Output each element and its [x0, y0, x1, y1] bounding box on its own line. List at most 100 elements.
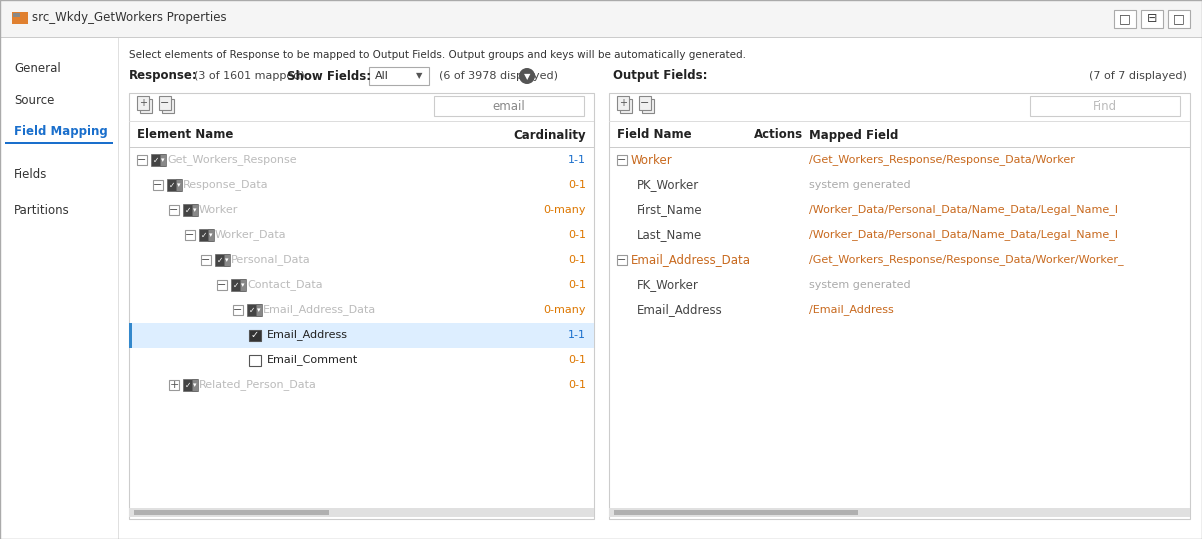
- Bar: [192, 204, 198, 216]
- Text: Field Mapping: Field Mapping: [14, 126, 108, 139]
- Bar: [151, 154, 165, 166]
- Bar: [620, 99, 632, 113]
- Text: /Worker_Data/Personal_Data/Name_Data/Legal_Name_l: /Worker_Data/Personal_Data/Name_Data/Leg…: [809, 230, 1118, 240]
- Bar: [0, 0, 1202, 38]
- Text: −: −: [233, 305, 243, 315]
- Text: 0-1: 0-1: [569, 355, 587, 365]
- Text: /Email_Address: /Email_Address: [809, 305, 894, 315]
- Text: ▾: ▾: [225, 257, 228, 263]
- Bar: [614, 510, 858, 515]
- Bar: [233, 305, 243, 315]
- Text: ▾: ▾: [194, 207, 197, 213]
- Bar: [129, 323, 132, 348]
- Bar: [0, 38, 118, 539]
- Bar: [639, 96, 651, 110]
- Text: +: +: [139, 98, 147, 108]
- Bar: [1168, 10, 1190, 28]
- Text: General: General: [14, 61, 61, 74]
- Bar: [175, 179, 182, 191]
- Text: −: −: [618, 155, 626, 165]
- Text: Response_Data: Response_Data: [183, 179, 268, 190]
- Text: Find: Find: [1093, 100, 1117, 114]
- Text: □: □: [1119, 12, 1131, 25]
- Text: 0-many: 0-many: [543, 205, 587, 215]
- Bar: [129, 93, 594, 519]
- Text: 0-many: 0-many: [543, 305, 587, 315]
- Bar: [609, 147, 1190, 148]
- Text: src_Wkdy_GetWorkers Properties: src_Wkdy_GetWorkers Properties: [32, 11, 227, 24]
- Bar: [169, 380, 179, 390]
- Bar: [609, 93, 1190, 519]
- Text: −: −: [641, 98, 650, 108]
- Text: Response:: Response:: [129, 70, 198, 82]
- Text: (6 of 3978 displayed): (6 of 3978 displayed): [439, 71, 558, 81]
- Bar: [129, 323, 594, 348]
- Text: Source: Source: [14, 93, 54, 107]
- Bar: [169, 205, 179, 215]
- Text: ▾: ▾: [242, 282, 245, 288]
- Text: Get_Workers_Response: Get_Workers_Response: [167, 155, 297, 165]
- Bar: [369, 67, 429, 85]
- Text: −: −: [618, 255, 626, 265]
- Text: 0-1: 0-1: [569, 180, 587, 190]
- Bar: [215, 254, 230, 266]
- Text: −: −: [218, 280, 227, 290]
- Bar: [153, 180, 163, 190]
- Text: Worker: Worker: [200, 205, 238, 215]
- Text: Personal_Data: Personal_Data: [231, 254, 311, 265]
- Text: Last_Name: Last_Name: [637, 229, 702, 241]
- Bar: [240, 279, 246, 291]
- Text: /Worker_Data/Personal_Data/Name_Data/Legal_Name_l: /Worker_Data/Personal_Data/Name_Data/Leg…: [809, 204, 1118, 216]
- Text: /Get_Workers_Response/Response_Data/Worker/Worker_: /Get_Workers_Response/Response_Data/Work…: [809, 254, 1124, 265]
- Text: Actions: Actions: [754, 128, 803, 142]
- Text: ✓: ✓: [249, 306, 255, 314]
- Bar: [13, 13, 20, 17]
- Text: ⊟: ⊟: [1147, 12, 1158, 25]
- Text: ▼: ▼: [416, 72, 422, 80]
- Bar: [617, 255, 627, 265]
- Bar: [137, 155, 147, 165]
- Text: Worker: Worker: [631, 154, 673, 167]
- Bar: [162, 99, 174, 113]
- Bar: [200, 229, 213, 241]
- Text: Element Name: Element Name: [137, 128, 233, 142]
- Bar: [1141, 10, 1164, 28]
- Bar: [231, 279, 245, 291]
- Text: Mapped Field: Mapped Field: [809, 128, 898, 142]
- Text: Related_Person_Data: Related_Person_Data: [200, 379, 317, 390]
- Text: Cardinality: Cardinality: [513, 128, 587, 142]
- Text: −: −: [185, 230, 195, 240]
- Text: ✓: ✓: [251, 330, 260, 340]
- Text: ▾: ▾: [177, 182, 180, 188]
- Text: Select elements of Response to be mapped to Output Fields. Output groups and key: Select elements of Response to be mapped…: [129, 50, 746, 60]
- Text: 1-1: 1-1: [569, 330, 587, 340]
- Text: email: email: [493, 100, 525, 114]
- Bar: [5, 142, 113, 144]
- Bar: [183, 379, 197, 391]
- Bar: [256, 304, 262, 316]
- Text: Email_Address: Email_Address: [637, 303, 722, 316]
- Bar: [129, 121, 594, 122]
- Text: (7 of 7 displayed): (7 of 7 displayed): [1089, 71, 1188, 81]
- Bar: [617, 96, 629, 110]
- Text: ▼: ▼: [524, 72, 530, 81]
- Bar: [617, 155, 627, 165]
- Text: 0-1: 0-1: [569, 255, 587, 265]
- Bar: [192, 379, 198, 391]
- Bar: [434, 96, 584, 116]
- Bar: [246, 304, 261, 316]
- Text: ▾: ▾: [209, 232, 213, 238]
- Text: −: −: [137, 155, 147, 165]
- Text: (3 of 1601 mapped): (3 of 1601 mapped): [194, 71, 305, 81]
- Text: Email_Comment: Email_Comment: [267, 355, 358, 365]
- Bar: [12, 12, 28, 24]
- Text: Field Name: Field Name: [617, 128, 691, 142]
- Text: ✓: ✓: [185, 381, 191, 390]
- Bar: [609, 508, 1190, 517]
- Text: 0-1: 0-1: [569, 230, 587, 240]
- Bar: [133, 510, 329, 515]
- Text: +: +: [619, 98, 627, 108]
- Text: /Get_Workers_Response/Response_Data/Worker: /Get_Workers_Response/Response_Data/Work…: [809, 155, 1075, 165]
- Text: Email_Address_Data: Email_Address_Data: [263, 305, 376, 315]
- Bar: [167, 179, 182, 191]
